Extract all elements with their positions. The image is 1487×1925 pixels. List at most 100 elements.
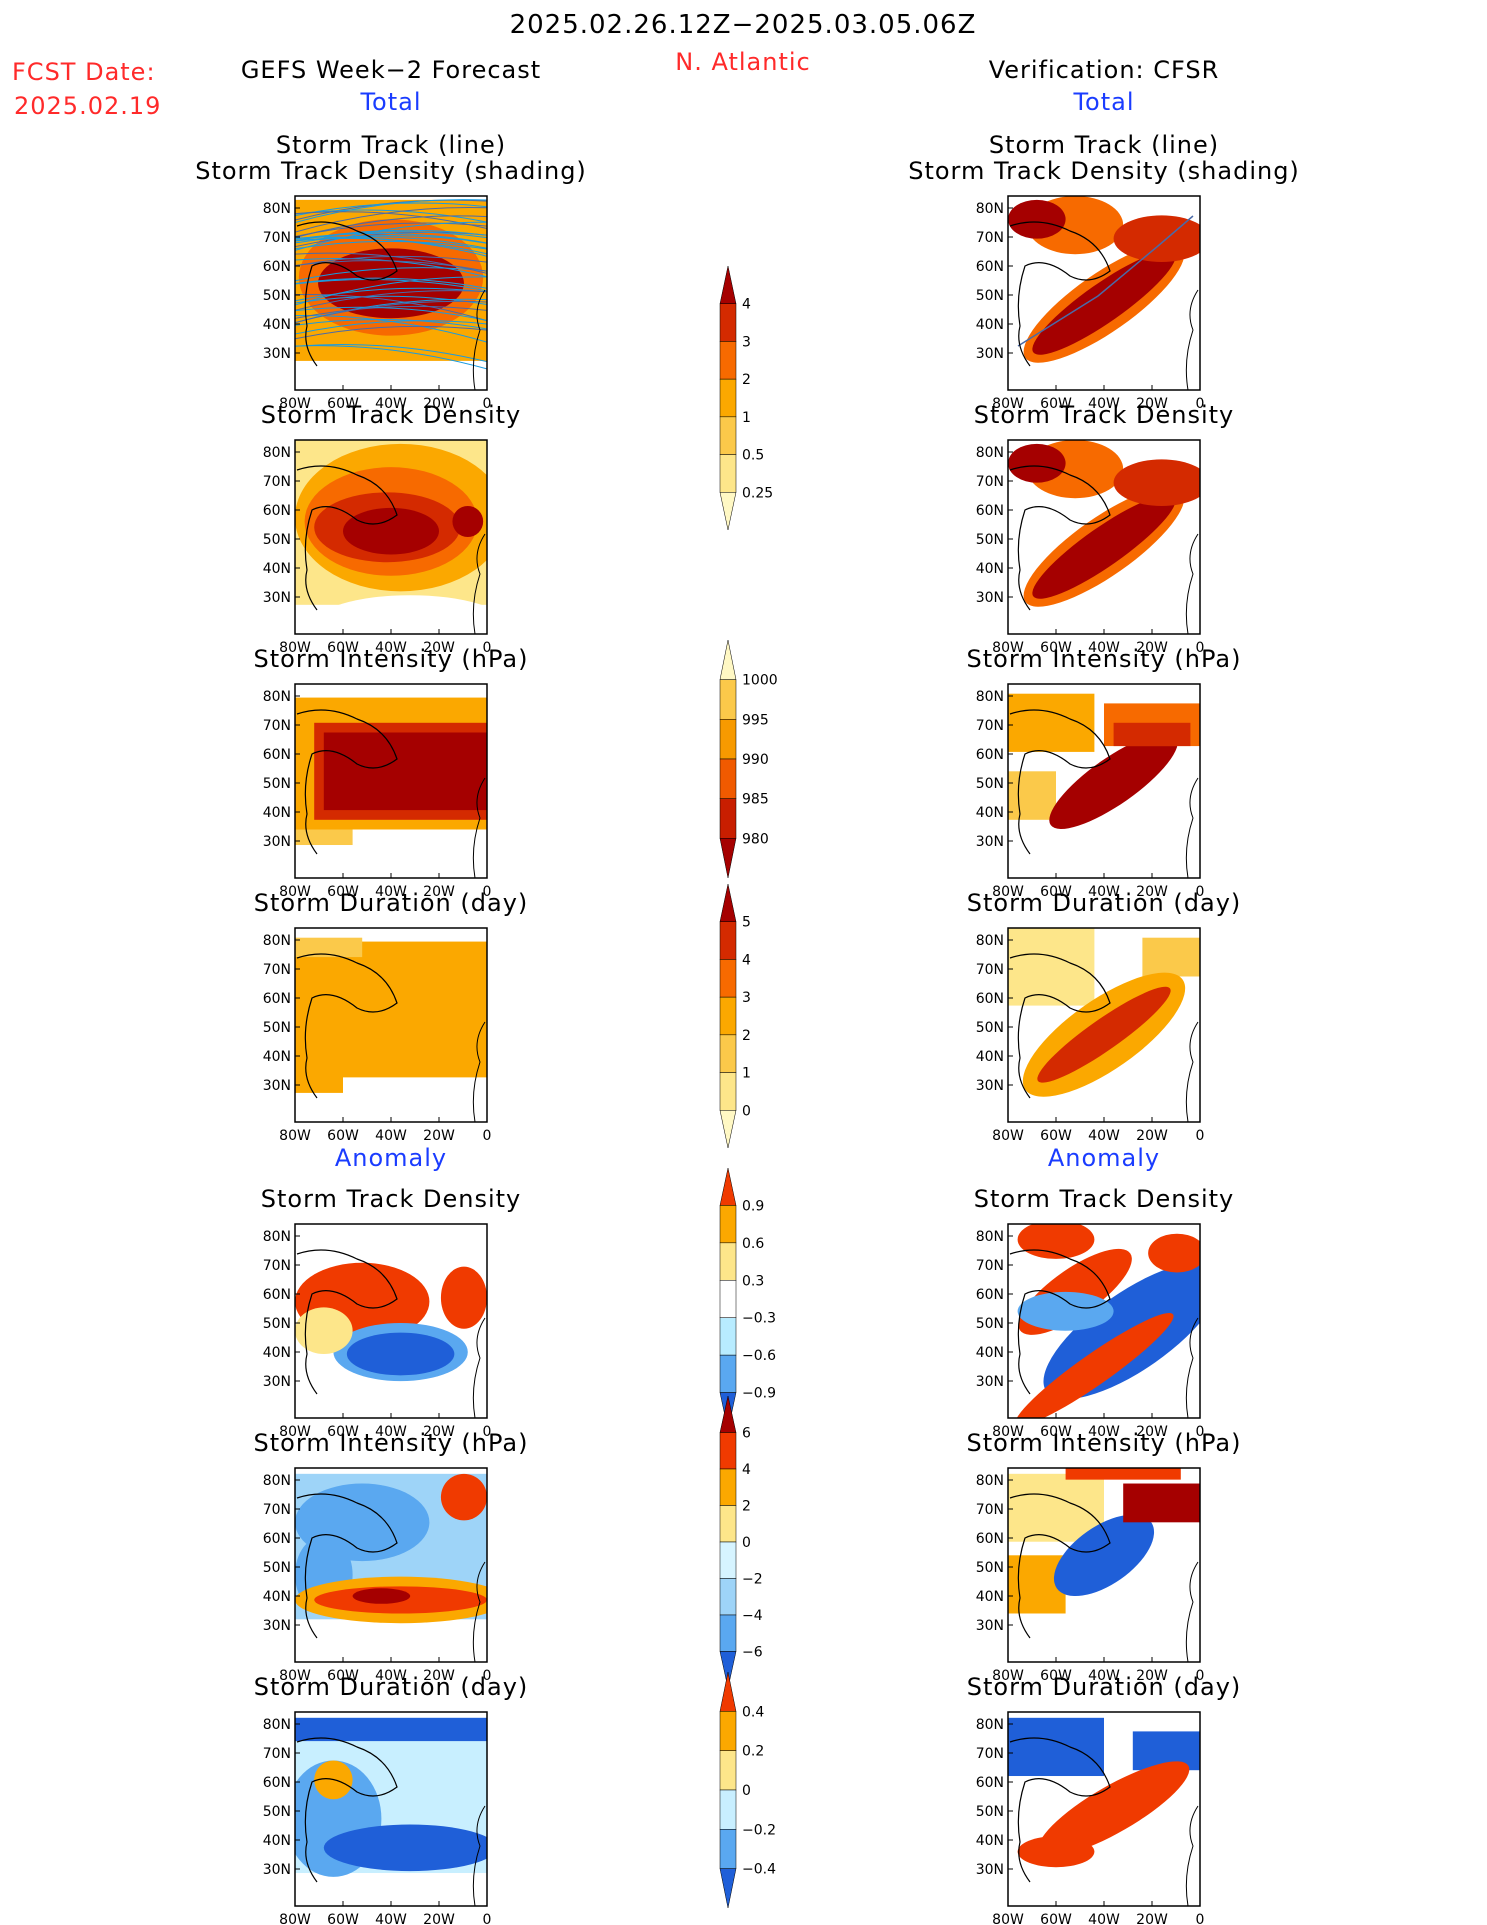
lon-tick-label: 80W — [992, 1424, 1024, 1440]
lat-tick-label: 70N — [263, 1258, 291, 1274]
lat-tick-label: 50N — [263, 288, 291, 304]
colorbar-label: 0.5 — [742, 448, 764, 464]
colorbar-label: 990 — [742, 752, 769, 768]
lon-tick-label: 60W — [1040, 396, 1072, 412]
lat-tick-label: 40N — [263, 805, 291, 821]
lon-tick-label: 20W — [1136, 396, 1168, 412]
lat-tick-label: 30N — [976, 1618, 1004, 1634]
lat-tick-label: 60N — [263, 259, 291, 275]
colorbar-swatch — [720, 1711, 736, 1750]
lon-tick-label: 40W — [375, 640, 407, 656]
colorbar-swatch — [720, 1579, 736, 1616]
lat-tick-label: 60N — [976, 1287, 1004, 1303]
lon-tick-label: 0 — [1196, 1912, 1205, 1925]
colorbar-swatch — [720, 304, 736, 342]
map-anom_duration-verification: 80N 70N 60N 50N 40N 30N 80W 60W 40W 20W 0 — [976, 1712, 1205, 1925]
lat-tick-label: 70N — [976, 718, 1004, 734]
lat-tick-label: 40N — [263, 561, 291, 577]
lat-tick-label: 30N — [263, 1862, 291, 1878]
colorbar-label: −0.6 — [742, 1348, 776, 1364]
colorbar-label: −6 — [742, 1645, 763, 1661]
lon-tick-label: 0 — [483, 396, 492, 412]
lat-tick-label: 50N — [263, 776, 291, 792]
lon-tick-label: 0 — [1196, 884, 1205, 900]
colorbar-label: 0 — [742, 1103, 751, 1119]
lon-tick-label: 40W — [375, 1424, 407, 1440]
lat-tick-label: 80N — [263, 1473, 291, 1489]
lat-tick-label: 60N — [263, 1531, 291, 1547]
lat-tick-label: 50N — [976, 1020, 1004, 1036]
lat-tick-label: 70N — [976, 230, 1004, 246]
lon-tick-label: 80W — [279, 640, 311, 656]
colorbar-duration_anom: 0.40.20−0.2−0.4 — [720, 1672, 776, 1908]
lat-tick-label: 60N — [263, 503, 291, 519]
colorbar-swatch — [720, 1790, 736, 1829]
lat-tick-label: 80N — [976, 1473, 1004, 1489]
lon-tick-label: 0 — [483, 884, 492, 900]
lat-tick-label: 80N — [976, 201, 1004, 217]
colorbar-label: −0.3 — [742, 1311, 776, 1327]
lat-tick-label: 40N — [263, 1589, 291, 1605]
map-duration-forecast: 80N70N60N50N40N30N80W 60W 40W 20W 0 — [263, 928, 492, 1144]
lat-tick-label: 40N — [976, 1589, 1004, 1605]
map-track-verification: 80N 70N 60N 50N 40N 30N 80W 60W 40W 20W 0 — [976, 196, 1210, 412]
colorbar-swatch — [720, 1542, 736, 1579]
lat-tick-label: 50N — [976, 1804, 1004, 1820]
lon-tick-label: 60W — [327, 1424, 359, 1440]
colorbar-swatch — [720, 1243, 736, 1280]
lat-tick-label: 80N — [976, 689, 1004, 705]
colorbar-swatch — [720, 1280, 736, 1317]
colorbar-swatch — [720, 1035, 736, 1073]
colorbar-swatch — [720, 266, 736, 304]
lat-tick-label: 50N — [976, 776, 1004, 792]
lat-tick-label: 60N — [263, 1775, 291, 1791]
colorbar-swatch — [720, 379, 736, 417]
lon-tick-label: 80W — [992, 396, 1024, 412]
lat-tick-label: 30N — [263, 590, 291, 606]
colorbar-label: 0.25 — [742, 485, 773, 501]
colorbar-swatch — [720, 1869, 736, 1908]
colorbar-label: 3 — [742, 334, 751, 350]
lon-tick-label: 20W — [1136, 1128, 1168, 1144]
lat-tick-label: 50N — [263, 1560, 291, 1576]
lat-tick-label: 30N — [263, 1618, 291, 1634]
colorbar-label: 2 — [742, 1028, 751, 1044]
lat-tick-label: 80N — [263, 933, 291, 949]
lon-tick-label: 60W — [327, 396, 359, 412]
colorbar-intensity_total: 1000995990985980 — [720, 640, 778, 878]
lon-tick-label: 80W — [279, 1424, 311, 1440]
lat-tick-label: 40N — [976, 805, 1004, 821]
lon-tick-label: 0 — [1196, 1424, 1205, 1440]
colorbar-swatch — [720, 1205, 736, 1242]
lon-tick-label: 60W — [327, 1912, 359, 1925]
lat-tick-label: 80N — [263, 689, 291, 705]
colorbar-label: 4 — [742, 952, 751, 968]
lon-tick-label: 20W — [423, 396, 455, 412]
lat-tick-label: 50N — [263, 532, 291, 548]
colorbar-label: 0.6 — [742, 1236, 764, 1252]
lon-tick-label: 20W — [423, 640, 455, 656]
lat-tick-label: 60N — [263, 991, 291, 1007]
colorbar-label: 0 — [742, 1783, 751, 1799]
lat-tick-label: 80N — [263, 1717, 291, 1733]
lon-tick-label: 60W — [327, 1668, 359, 1684]
colorbar-swatch — [720, 1073, 736, 1111]
lon-tick-label: 0 — [483, 1912, 492, 1925]
lon-tick-label: 80W — [279, 1668, 311, 1684]
colorbar-swatch — [720, 1355, 736, 1392]
colorbar-swatch — [720, 838, 736, 878]
lon-tick-label: 20W — [1136, 884, 1168, 900]
lat-tick-label: 70N — [976, 1258, 1004, 1274]
lat-tick-label: 70N — [263, 718, 291, 734]
lon-tick-label: 20W — [423, 1128, 455, 1144]
colorbar-swatch — [720, 959, 736, 997]
lat-tick-label: 70N — [263, 230, 291, 246]
colorbar-swatch — [720, 759, 736, 799]
lon-tick-label: 0 — [1196, 1128, 1205, 1144]
colorbar-label: 0 — [742, 1535, 751, 1551]
lat-tick-label: 80N — [976, 445, 1004, 461]
lon-tick-label: 20W — [1136, 1912, 1168, 1925]
colorbar-swatch — [720, 884, 736, 922]
lat-tick-label: 60N — [976, 1531, 1004, 1547]
colorbar-swatch — [720, 1829, 736, 1868]
